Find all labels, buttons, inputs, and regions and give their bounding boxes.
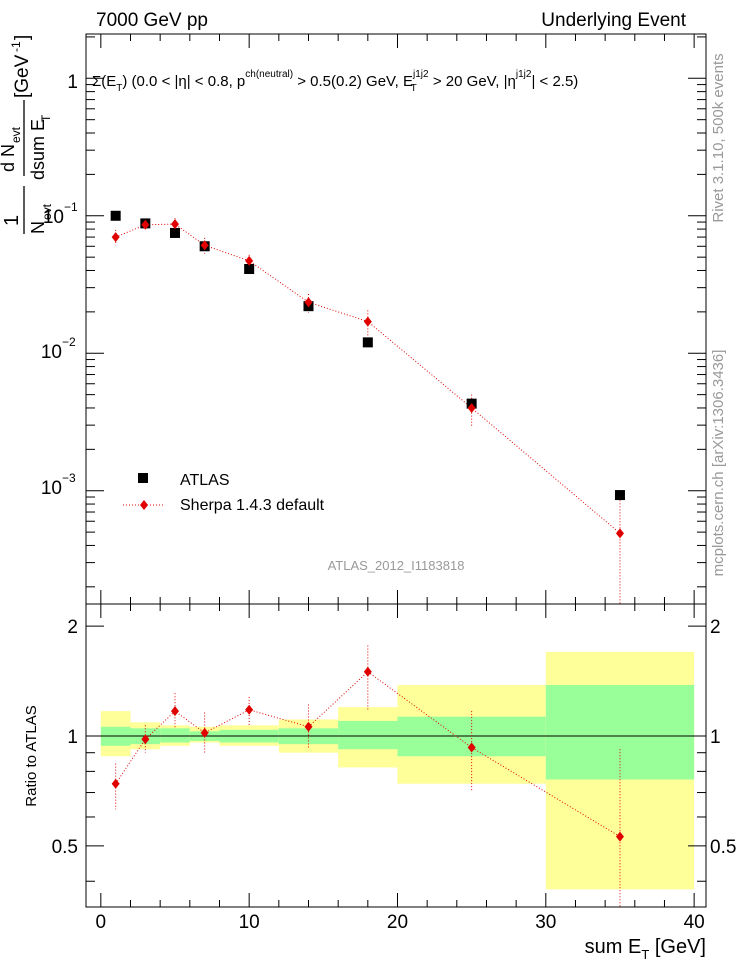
ratio-xtick-labels: 0 10 20 30 40: [96, 912, 705, 933]
ratio-ytick-label-left: 2: [67, 617, 78, 638]
ytick-label-0.01: 10: [41, 342, 62, 363]
svg-text:dsum E: dsum E: [28, 119, 48, 180]
ratio-band-green: [338, 720, 398, 750]
analysis-watermark: ATLAS_2012_I1183818: [328, 558, 465, 573]
ytick-label-0.1-exp: −1: [64, 200, 78, 214]
ratio-ytick-label-right: 1: [710, 727, 721, 748]
ratio-band-green: [160, 728, 190, 743]
svg-text:N: N: [28, 221, 48, 234]
ratio-ytick-label-left: 1: [67, 727, 78, 748]
svg-text:-1: -1: [9, 41, 23, 52]
ratio-sherpa-point: [200, 727, 209, 738]
legend-label-atlas: ATLAS: [180, 472, 230, 489]
sherpa-point: [467, 402, 476, 413]
ratio-sherpa-point: [111, 778, 120, 789]
ratio-data: [111, 645, 624, 907]
ytick-label-0.01-exp: −2: [62, 335, 76, 349]
sherpa-point: [615, 528, 624, 539]
legend-label-sherpa: Sherpa 1.4.3 default: [180, 497, 325, 514]
ratio-bands: [86, 651, 706, 890]
atlas-point: [614, 490, 625, 501]
main-axis-ticks: [86, 34, 706, 604]
ytick-label-0.001-exp: −3: [62, 471, 76, 485]
header-left: 7000 GeV pp: [96, 10, 208, 31]
svg-text:d N: d N: [0, 144, 18, 172]
header-right: Underlying Event: [541, 10, 686, 31]
rivet-label: Rivet 3.1.10, 500k events: [710, 53, 727, 222]
sherpa-line: [115, 223, 621, 534]
xtick-label: 0: [96, 912, 107, 933]
ratio-sherpa-point: [141, 734, 150, 745]
main-ylabel: 1 N evt d N evt dsum E T [GeV -1 ]: [0, 35, 54, 234]
ratio-sherpa-point: [245, 704, 254, 715]
mcplots-label: mcplots.cern.ch [arXiv:1306.3436]: [710, 350, 727, 577]
svg-text:evt: evt: [9, 126, 23, 143]
ratio-sherpa-point: [363, 666, 372, 677]
svg-text:]: ]: [12, 35, 33, 40]
svg-text:evt: evt: [40, 203, 54, 220]
svg-text:T: T: [39, 114, 53, 122]
sherpa-point: [245, 255, 254, 266]
ratio-sherpa-point: [304, 721, 313, 732]
atlas-point: [110, 210, 121, 221]
legend: ATLAS Sherpa 1.4.3 default: [123, 472, 325, 514]
ratio-band-green: [545, 684, 695, 780]
legend-marker-atlas: [138, 473, 148, 483]
svg-text:1: 1: [1, 215, 23, 226]
ratio-ylabel: Ratio to ATLAS: [23, 705, 40, 806]
main-data: [110, 210, 625, 604]
sherpa-point: [200, 240, 209, 251]
ytick-label-0.001: 10: [41, 478, 62, 499]
sherpa-point: [304, 297, 313, 308]
sherpa-point: [363, 316, 372, 327]
sherpa-point: [141, 219, 150, 230]
ratio-sherpa-point: [615, 831, 624, 842]
xtick-label: 30: [535, 912, 556, 933]
xtick-label: 10: [239, 912, 260, 933]
ytick-label-0.1: 10: [43, 207, 64, 228]
ratio-sherpa-point: [467, 742, 476, 753]
ratio-frame: [85, 603, 707, 908]
sherpa-point: [170, 219, 179, 230]
xtick-label: 40: [684, 912, 705, 933]
sherpa-point: [111, 232, 120, 243]
ratio-ytick-label-right: 2: [710, 617, 721, 638]
ratio-axis-ticks: [86, 604, 706, 907]
ytick-label-1: 1: [67, 72, 78, 93]
legend-marker-sherpa: [140, 500, 148, 510]
main-title: Σ(ET) (0.0 < |η| < 0.8, pch(neutral) > 0…: [92, 69, 578, 94]
atlas-point: [362, 337, 373, 348]
ratio-ytick-labels: 0.5 0.5 1 1 2 2: [52, 617, 737, 858]
atlas-point: [169, 227, 180, 238]
xtick-label: 20: [387, 912, 408, 933]
atlas-point: [244, 264, 255, 275]
ratio-ytick-label-left: 0.5: [52, 837, 78, 858]
ratio-ytick-label-right: 0.5: [710, 837, 736, 858]
svg-text:[GeV: [GeV: [12, 54, 33, 98]
ratio-sherpa-point: [170, 706, 179, 717]
